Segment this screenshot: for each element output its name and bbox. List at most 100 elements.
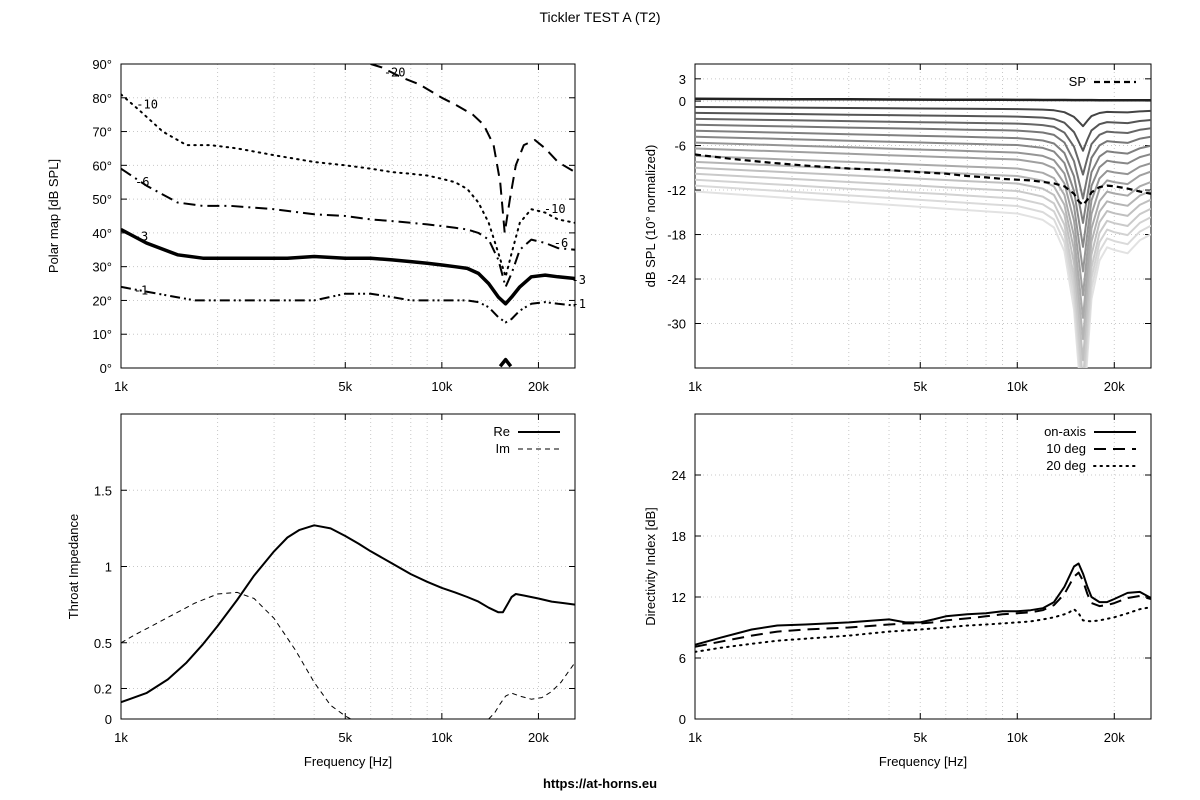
angle-curve <box>695 129 1151 224</box>
y-tick-label: 70° <box>92 125 112 140</box>
contour-label: -1 <box>572 297 586 311</box>
y-tick-label: 90° <box>92 57 112 72</box>
x-tick-label: 10k <box>431 730 452 745</box>
series-line <box>488 662 575 719</box>
contour-label: -10 <box>544 202 566 216</box>
page-title: Tickler TEST A (T2) <box>539 9 661 25</box>
y-tick-label: 18 <box>672 529 686 544</box>
legend-label: on-axis <box>1044 424 1086 439</box>
series-line-20deg <box>695 606 1151 653</box>
angle-curve <box>695 123 1151 200</box>
throat-impedance-legend: Re Im <box>493 424 560 456</box>
spl-curves-chart: 1k 5k 10k 20k 3 0 -6 -12 -18 -24 -30 dB SPL (10° no… <box>643 63 1152 394</box>
angle-curve <box>695 97 1151 102</box>
spl-curves-plot-area <box>695 97 1151 368</box>
angle-curve <box>695 141 1151 273</box>
x-tick-label: 20k <box>1104 379 1125 394</box>
y-tick-label: 0 <box>679 94 686 109</box>
throat-impedance-plot-area <box>121 524 575 719</box>
angle-curve <box>695 106 1151 128</box>
y-tick-label: 80° <box>92 91 112 106</box>
x-tick-label: 1k <box>688 379 702 394</box>
legend-label: Im <box>496 441 510 456</box>
contour-label: -20 <box>384 65 406 79</box>
series-line-3 <box>121 227 575 306</box>
y-tick-label: -6 <box>674 139 686 154</box>
y-tick-label: -30 <box>667 317 686 332</box>
directivity-index-legend: on-axis 10 deg 20 deg <box>1044 424 1137 473</box>
directivity-index-xlabel: Frequency [Hz] <box>879 754 967 769</box>
y-tick-label: 60° <box>92 158 112 173</box>
x-tick-label: 10k <box>1007 730 1028 745</box>
angle-curve <box>695 117 1151 176</box>
angle-curve <box>695 160 1151 341</box>
x-tick-label: 5k <box>913 379 927 394</box>
spl-curves-frame <box>694 63 1152 369</box>
angle-curve <box>695 172 1151 368</box>
polar-map-ylabel: Polar map [dB SPL] <box>46 159 61 273</box>
contour-label: -3 <box>572 273 586 287</box>
y-tick-label: 0 <box>105 712 112 727</box>
series-line-10deg <box>695 571 1151 648</box>
series-line-1 <box>121 285 575 324</box>
x-tick-label: 10k <box>431 379 452 394</box>
throat-impedance-xlabel: Frequency [Hz] <box>304 754 392 769</box>
x-tick-label: 1k <box>114 730 128 745</box>
y-tick-label: 50° <box>92 192 112 207</box>
y-tick-label: 40° <box>92 226 112 241</box>
x-tick-label: 1k <box>114 379 128 394</box>
angle-curve <box>695 147 1151 297</box>
y-tick-label: 1.5 <box>94 483 112 498</box>
y-tick-label: -12 <box>667 183 686 198</box>
polar-map-grid <box>121 64 575 368</box>
y-tick-label: 0.2 <box>94 682 112 697</box>
x-tick-label: 1k <box>688 730 702 745</box>
contour-label: -1 <box>134 283 148 297</box>
legend-label: SP <box>1069 74 1086 89</box>
y-tick-label: 0.5 <box>94 636 112 651</box>
contour-label: -3 <box>134 229 148 243</box>
y-tick-label: 0 <box>679 712 686 727</box>
angle-curve <box>695 135 1151 248</box>
contour-label: -6 <box>135 175 149 189</box>
x-tick-label: 20k <box>528 379 549 394</box>
throat-impedance-chart: 1k 5k 10k 20k 0 0.2 0.5 1 1.5 Throat Impedance Fre… <box>66 413 576 769</box>
x-tick-label: 10k <box>1007 379 1028 394</box>
y-tick-label: 6 <box>679 651 686 666</box>
angle-curve <box>695 111 1151 152</box>
angle-curve <box>695 178 1151 368</box>
polar-map-frame <box>120 63 576 369</box>
contour-label: -10 <box>136 98 158 112</box>
y-tick-label: 20° <box>92 293 112 308</box>
y-tick-label: 24 <box>672 468 686 483</box>
series-line-onaxis <box>695 562 1151 646</box>
directivity-index-ylabel: Directivity Index [dB] <box>643 507 658 626</box>
legend-label: 20 deg <box>1046 458 1086 473</box>
throat-impedance-ylabel: Throat Impedance <box>66 514 81 620</box>
directivity-index-plot-area <box>695 562 1151 653</box>
legend-label: Re <box>493 424 510 439</box>
directivity-index-grid <box>695 414 1151 719</box>
x-tick-label: 20k <box>1104 730 1125 745</box>
series-line-im <box>121 591 351 719</box>
x-tick-label: 5k <box>338 379 352 394</box>
throat-impedance-grid <box>121 414 575 719</box>
angle-curve <box>695 184 1151 368</box>
polar-map-chart: 1k 5k 10k 20k 0° 10° 20° 30° 40° 50° 60° 70° 80° 90° P… <box>46 57 586 394</box>
footer-url: https://at-horns.eu <box>542 776 658 791</box>
series-line-6 <box>121 167 575 288</box>
angle-curve <box>695 154 1151 319</box>
y-tick-label: -18 <box>667 228 686 243</box>
angle-curve <box>695 190 1151 368</box>
y-tick-label: 1 <box>105 560 112 575</box>
directivity-index-chart: 1k 5k 10k 20k 0 6 12 18 24 Directivity Index [dB]… <box>643 413 1152 769</box>
contour-label: -6 <box>554 236 568 250</box>
y-tick-label: 30° <box>92 260 112 275</box>
x-tick-label: 5k <box>913 730 927 745</box>
legend-label: 10 deg <box>1046 441 1086 456</box>
x-tick-label: 5k <box>338 730 352 745</box>
spl-curves-legend: SP <box>1069 74 1136 89</box>
spl-curves-ylabel: dB SPL (10° normalized) <box>643 145 658 288</box>
angle-curve <box>695 166 1151 362</box>
y-tick-label: 3 <box>679 72 686 87</box>
